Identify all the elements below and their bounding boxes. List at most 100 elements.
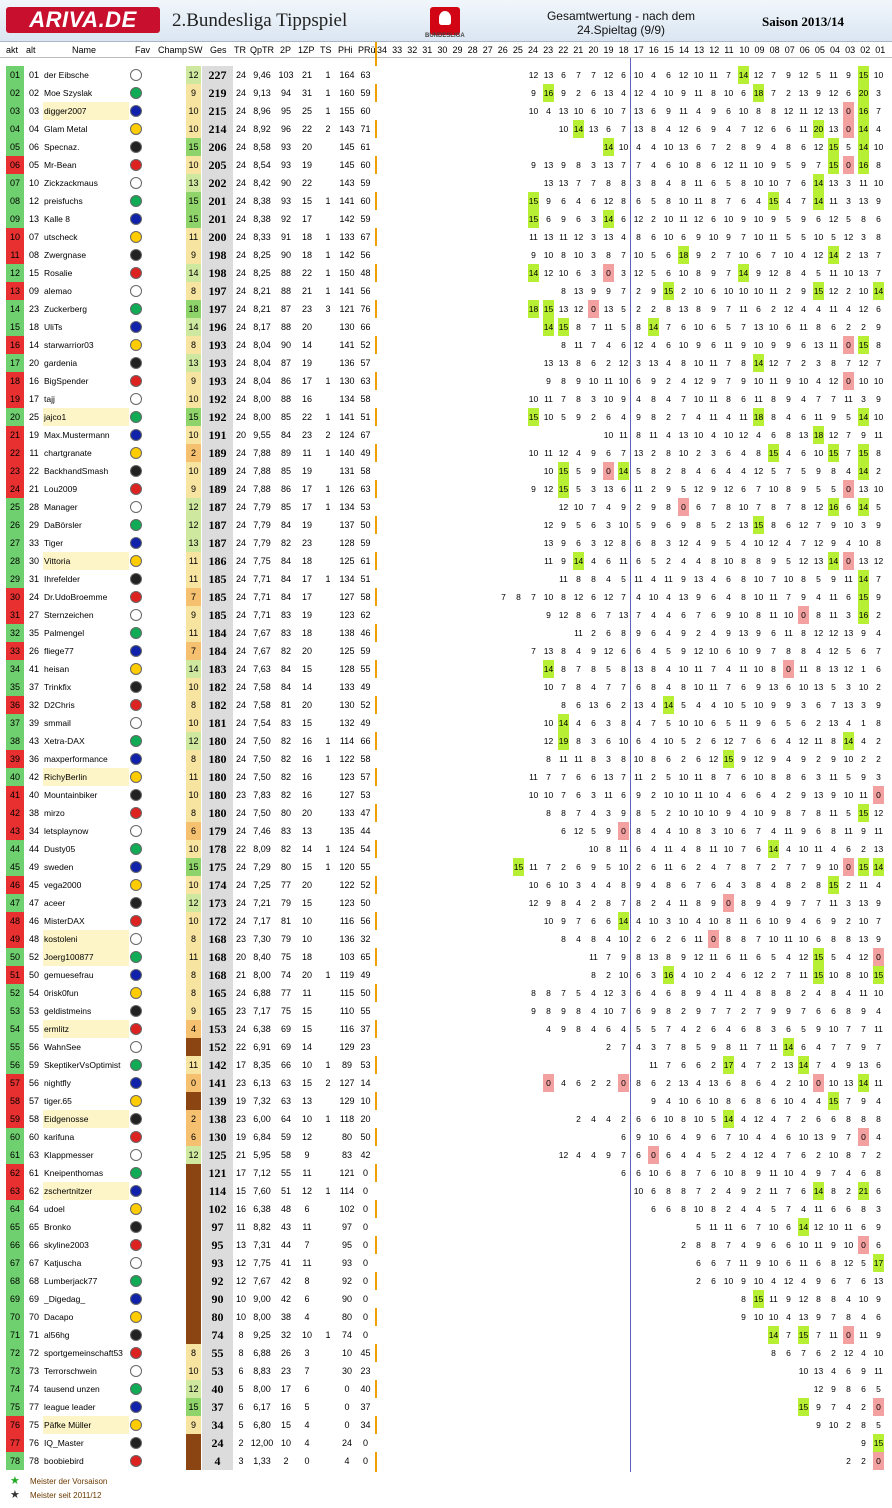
table-row[interactable]: 54 55 ermlitz 4 153 24 6,38 69 15 116 37 4 9 8 4 6 …: [0, 1020, 892, 1038]
table-row[interactable]: 42 38 mirzo 8 180 24 7,50 80 20 133 47 8 8 7 4 3 9 …: [0, 804, 892, 822]
table-row[interactable]: 19 17 tajj 10 192 24 8,00 88 16 134 58 10 11 7 8 3 …: [0, 390, 892, 408]
player-name[interactable]: Palmengel: [44, 628, 85, 638]
table-row[interactable]: 56 59 SkeptikerVsOptimist 11 142 17 8,35 66 10 1 8…: [0, 1056, 892, 1074]
player-name[interactable]: al56hg: [44, 1330, 70, 1340]
player-name[interactable]: starwarrior03: [44, 340, 94, 350]
table-row[interactable]: 72 72 sportgemeinschaft53 8 55 8 6,88 26 3 10 45 8 …: [0, 1344, 892, 1362]
player-name[interactable]: preisfuchs: [44, 196, 83, 206]
player-name[interactable]: mirzo: [44, 808, 65, 818]
table-row[interactable]: 30 24 Dr.UdoBroemme 7 185 24 7,71 84 17 127 58 7 8 …: [0, 588, 892, 606]
table-row[interactable]: 28 30 Vittoria 11 186 24 7,75 84 18 125 61 11 9 14 …: [0, 552, 892, 570]
table-row[interactable]: 64 64 udoel 102 16 6,38 48 6 102 0 6 6 8 10 8 2 4 …: [0, 1200, 892, 1218]
table-row[interactable]: 31 27 Sternzeichen 9 185 24 7,71 83 19 123 62 9 12 …: [0, 606, 892, 624]
player-name[interactable]: Zwergnase: [44, 250, 87, 260]
table-row[interactable]: 23 22 BackhandSmash 10 189 24 7,88 85 19 131 58 10 …: [0, 462, 892, 480]
table-row[interactable]: 21 19 Max.Mustermann 10 191 20 9,55 84 23 2 124 67 1…: [0, 426, 892, 444]
player-name[interactable]: fliege77: [44, 646, 74, 656]
player-name[interactable]: Lumberjack77: [44, 1276, 98, 1286]
player-name[interactable]: SkeptikerVsOptimist: [44, 1060, 121, 1070]
table-row[interactable]: 15 18 UliTs 14 196 24 8,17 88 20 130 66 14 15 8 7 1…: [0, 318, 892, 336]
table-row[interactable]: 26 29 DaBörsler 12 187 24 7,79 84 19 137 50 12 9 5 …: [0, 516, 892, 534]
player-name[interactable]: sportgemeinschaft53: [44, 1348, 123, 1358]
player-name[interactable]: chartgranate: [44, 448, 92, 458]
player-name[interactable]: tausend unzen: [44, 1384, 100, 1394]
player-name[interactable]: DaBörsler: [44, 520, 82, 530]
table-row[interactable]: 55 56 WahnSee 152 22 6,91 69 14 129 23 2 7 4 3 7 8…: [0, 1038, 892, 1056]
table-row[interactable]: 65 65 Bronko 97 11 8,82 43 11 97 0 5 11 11 6 7 10 …: [0, 1218, 892, 1236]
table-row[interactable]: 51 50 gemuesefrau 8 168 21 8,00 74 20 1 119 49 8 2 1…: [0, 966, 892, 984]
table-row[interactable]: 39 36 maxperformance 8 180 24 7,50 82 16 1 122 58 8 …: [0, 750, 892, 768]
player-name[interactable]: Dr.UdoBroemme: [44, 592, 108, 602]
table-row[interactable]: 67 67 Katjuscha 93 12 7,75 41 11 93 0 6 6 7 11 9 1…: [0, 1254, 892, 1272]
table-row[interactable]: 43 34 letsplaynow 6 179 24 7,46 83 13 135 44 6 12 5…: [0, 822, 892, 840]
table-row[interactable]: 11 08 Zwergnase 9 198 24 8,25 90 18 1 142 56 9 10 8 …: [0, 246, 892, 264]
player-name[interactable]: Mr-Bean: [44, 160, 77, 170]
player-name[interactable]: Sternzeichen: [44, 610, 94, 620]
table-row[interactable]: 18 16 BigSpender 9 193 24 8,04 86 17 1 130 63 9 8 9 …: [0, 372, 892, 390]
table-row[interactable]: 01 01 der Eibsche 12 227 24 9,46 103 21 1 164 63 12 …: [0, 66, 892, 84]
table-row[interactable]: 20 25 jajco1 15 192 24 8,00 85 22 1 141 51 15 10 5 9…: [0, 408, 892, 426]
table-row[interactable]: 34 41 heisan 14 183 24 7,63 84 15 128 55 14 8 7 8 5…: [0, 660, 892, 678]
player-name[interactable]: kostoleni: [43, 930, 129, 948]
table-row[interactable]: 17 20 gardenia 13 193 24 8,04 87 19 136 57 13 13 8 …: [0, 354, 892, 372]
player-name[interactable]: Glam Metal: [44, 124, 88, 134]
table-row[interactable]: 33 26 fliege77 7 184 24 7,67 82 20 125 59 7 13 8 4 …: [0, 642, 892, 660]
table-row[interactable]: 24 21 Lou2009 9 189 24 7,88 86 17 1 126 63 9 12 15 5…: [0, 480, 892, 498]
table-row[interactable]: 40 42 RichyBerlin 11 180 24 7,50 82 16 123 57 11 7 …: [0, 768, 892, 786]
player-name[interactable]: jajco1: [43, 408, 129, 426]
table-row[interactable]: 46 45 vega2000 10 174 24 7,25 77 20 122 52 10 6 10 …: [0, 876, 892, 894]
player-name[interactable]: _Digedag_: [44, 1294, 86, 1304]
player-name[interactable]: Xetra-DAX: [44, 736, 85, 746]
table-row[interactable]: 68 68 Lumberjack77 92 12 7,67 42 8 92 0 2 6 10 9 1…: [0, 1272, 892, 1290]
table-row[interactable]: 36 32 D2Chris 8 182 24 7,58 81 20 130 52 8 6 13 6 2…: [0, 696, 892, 714]
player-name[interactable]: maxperformance: [44, 754, 108, 764]
player-name[interactable]: Eidgenosse: [43, 1110, 129, 1128]
table-row[interactable]: 75 77 league leader 15 37 6 6,17 16 5 0 37 15 9 7 4…: [0, 1398, 892, 1416]
player-name[interactable]: WahnSee: [44, 1042, 82, 1052]
player-name[interactable]: Katjuscha: [44, 1258, 82, 1268]
table-row[interactable]: 61 63 Klappmesser 12 125 21 5,95 58 9 83 42 12 4 4 …: [0, 1146, 892, 1164]
player-name[interactable]: BackhandSmash: [44, 466, 109, 476]
table-row[interactable]: 08 12 preisfuchs 15 201 24 8,38 93 15 1 141 60 15 9 …: [0, 192, 892, 210]
player-name[interactable]: ermlitz: [43, 1020, 129, 1038]
table-row[interactable]: 02 02 Moe Szyslak 9 219 24 9,13 94 31 1 160 59 9 16 …: [0, 84, 892, 102]
table-row[interactable]: 38 43 Xetra-DAX 12 180 24 7,50 82 16 1 114 66 12 19 …: [0, 732, 892, 750]
player-name[interactable]: smmail: [44, 718, 71, 728]
player-name[interactable]: Mountainbiker: [44, 790, 98, 800]
player-name[interactable]: heisan: [44, 664, 70, 674]
player-name[interactable]: Moe Szyslak: [44, 88, 93, 98]
table-row[interactable]: 10 07 utscheck 11 200 24 8,33 91 18 1 133 67 11 13 1…: [0, 228, 892, 246]
table-row[interactable]: 22 11 chartgranate 2 189 24 7,88 89 11 1 140 49 10 1…: [0, 444, 892, 462]
player-name[interactable]: alemao: [44, 286, 72, 296]
table-row[interactable]: 37 39 smmail 10 181 24 7,54 83 15 132 49 10 14 4 6 …: [0, 714, 892, 732]
player-name[interactable]: vega2000: [44, 880, 82, 890]
player-name[interactable]: karifuna: [44, 1132, 75, 1142]
table-row[interactable]: 48 46 MisterDAX 10 172 24 7,17 81 10 116 56 10 9 7 …: [0, 912, 892, 930]
table-row[interactable]: 63 62 zschertnitzer 114 15 7,60 51 12 1 114 0 10 6 …: [0, 1182, 892, 1200]
table-row[interactable]: 41 40 Mountainbiker 10 180 23 7,83 82 16 127 53 10 …: [0, 786, 892, 804]
player-name[interactable]: aceer: [44, 898, 66, 908]
player-name[interactable]: Zickzackmaus: [44, 178, 98, 188]
table-row[interactable]: 05 06 Specnaz. 15 206 24 8,58 93 20 145 61 14 10 4 …: [0, 138, 892, 156]
player-name[interactable]: 0risk0fun: [44, 988, 79, 998]
player-name[interactable]: Lou2009: [44, 484, 78, 494]
table-row[interactable]: 60 60 karifuna 6 130 19 6,84 59 12 80 50 6 9 10 6 4…: [0, 1128, 892, 1146]
table-row[interactable]: 12 15 Rosalie 14 198 24 8,25 88 22 1 150 48 14 12 10…: [0, 264, 892, 282]
table-row[interactable]: 29 31 Ihrefelder 11 185 24 7,71 84 17 1 134 51 11 8 …: [0, 570, 892, 588]
table-row[interactable]: 44 44 Dusty05 10 178 22 8,09 82 14 1 124 54 10 8 11 …: [0, 840, 892, 858]
table-row[interactable]: 59 58 Eidgenosse 2 138 23 6,00 64 10 1 118 20 2 4 4 …: [0, 1110, 892, 1128]
ariva-logo[interactable]: ARIVA.DE: [6, 7, 160, 33]
player-name[interactable]: RichyBerlin: [43, 768, 129, 786]
player-name[interactable]: Kneipenthomas: [44, 1168, 104, 1178]
table-row[interactable]: 53 53 geldistmeins 9 165 23 7,17 75 15 110 55 9 8 9…: [0, 1002, 892, 1020]
table-row[interactable]: 04 04 Glam Metal 10 214 24 8,92 96 22 2 143 71 10 14…: [0, 120, 892, 138]
player-name[interactable]: Zuckerberg: [44, 304, 87, 314]
table-row[interactable]: 06 05 Mr-Bean 10 205 24 8,54 93 19 145 60 9 13 9 8 …: [0, 156, 892, 174]
player-name[interactable]: Tiger: [44, 538, 64, 548]
table-row[interactable]: 35 37 Trinkfix 10 182 24 7,58 84 14 133 49 10 7 8 4…: [0, 678, 892, 696]
player-name[interactable]: utscheck: [44, 232, 78, 242]
player-name[interactable]: Klappmesser: [44, 1150, 94, 1160]
player-name[interactable]: tajj: [44, 394, 55, 404]
